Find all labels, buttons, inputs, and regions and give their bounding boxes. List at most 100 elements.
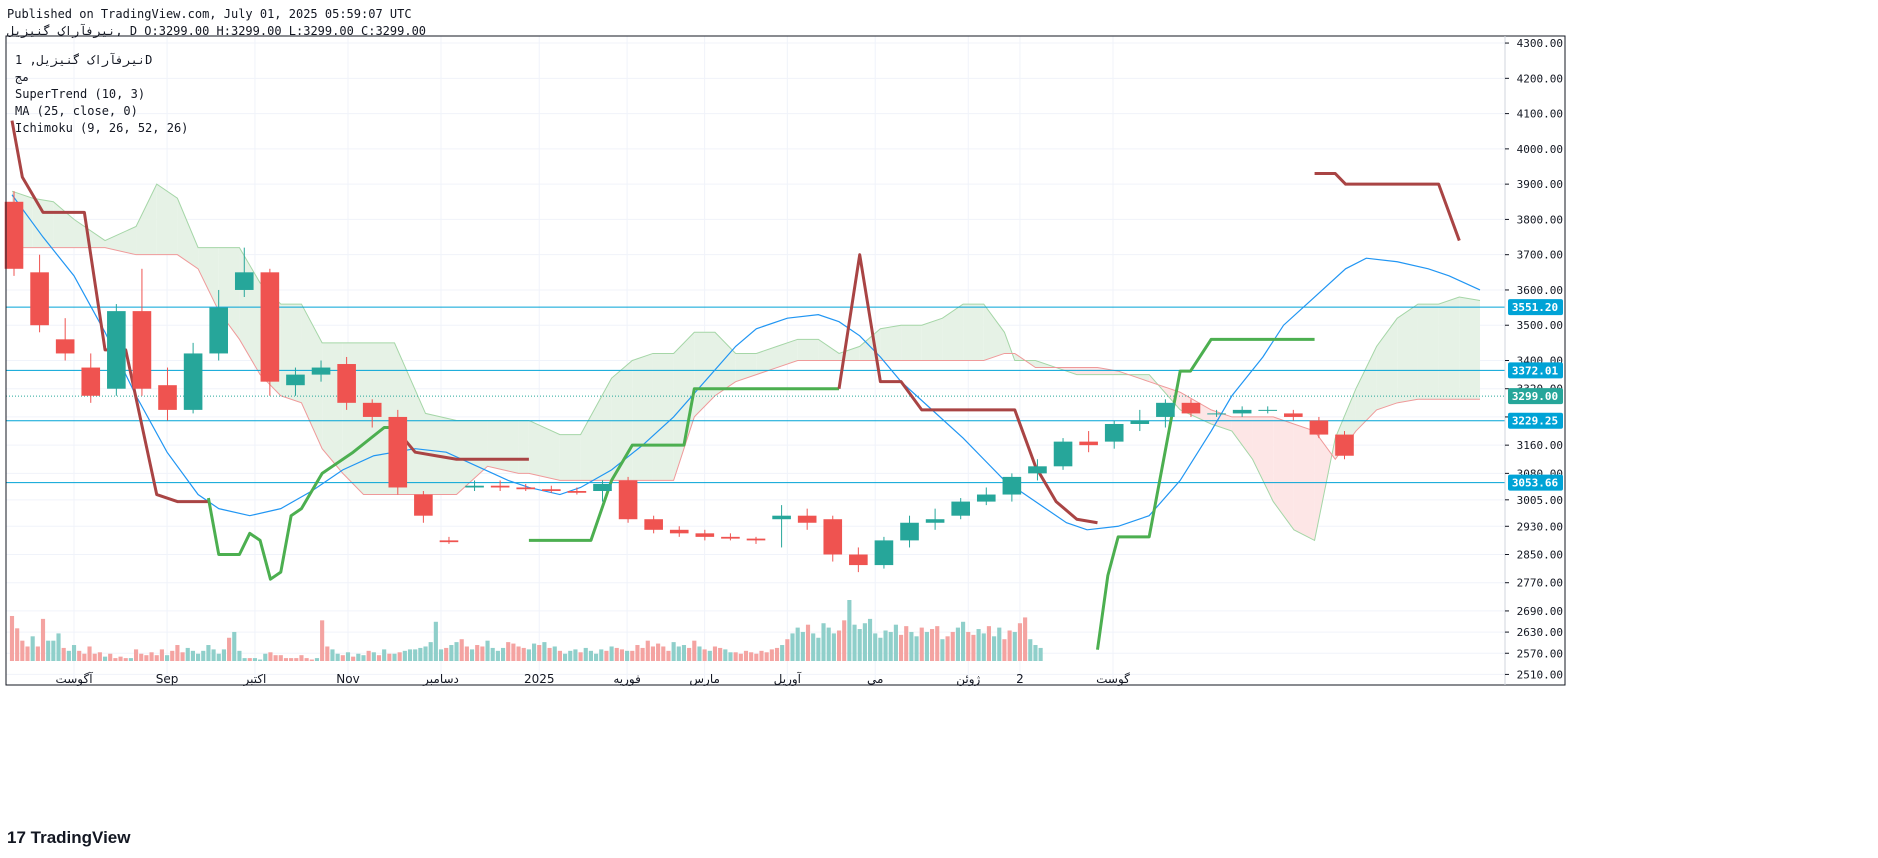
cloud-segment xyxy=(756,346,778,375)
volume-bar xyxy=(521,647,526,661)
volume-bar xyxy=(299,655,304,661)
candle-body xyxy=(490,485,510,488)
candle-body xyxy=(465,485,484,488)
volume-bar xyxy=(583,647,588,661)
volume-bar xyxy=(1038,647,1043,661)
volume-bar xyxy=(681,645,687,661)
y-tick-label: 3600.00 xyxy=(1517,284,1563,297)
candle-body xyxy=(1335,434,1354,456)
candle-body xyxy=(746,538,766,541)
x-tick-label: می xyxy=(867,672,883,686)
cloud-segment xyxy=(694,332,715,417)
tradingview-logo[interactable]: 17 TradingView xyxy=(7,828,130,848)
cloud-segment xyxy=(777,339,798,368)
volume-bar xyxy=(56,633,61,661)
volume-bar xyxy=(165,655,170,661)
horizontal-price-lines[interactable] xyxy=(6,306,1505,484)
cloud-segment xyxy=(839,346,860,361)
time-axis[interactable]: آگوست Sep اکتبر Nov دسامبر 2025 فوریه مارس آوریل… xyxy=(55,671,1130,687)
volume-bar xyxy=(625,650,630,661)
volume-bar xyxy=(92,653,97,661)
volume-bar xyxy=(170,650,175,661)
supertrend-segment xyxy=(393,426,529,461)
price-badge xyxy=(1508,474,1563,491)
volume-bar xyxy=(227,637,232,661)
volume-bar xyxy=(630,650,635,661)
volume-bar xyxy=(1012,631,1017,661)
cloud-segment xyxy=(1097,367,1119,375)
y-tick-label: 3005.00 xyxy=(1517,494,1563,507)
y-tick-label: 2630.00 xyxy=(1517,626,1563,639)
x-tick-label: گوست xyxy=(1096,672,1130,687)
y-tick-label: 3500.00 xyxy=(1517,319,1563,332)
x-tick-label: ژوئن xyxy=(956,672,980,687)
volume-bar xyxy=(30,636,35,661)
cloud-segment xyxy=(580,378,612,481)
candle-body xyxy=(618,480,638,520)
y-tick-label: 3160.00 xyxy=(1517,439,1563,452)
volume-bar xyxy=(273,655,278,661)
chart-border xyxy=(5,35,1566,686)
volume-bar xyxy=(718,647,723,661)
candle-body xyxy=(1002,476,1022,495)
volume-bar xyxy=(382,649,387,661)
grid-lines xyxy=(6,36,1505,685)
volume-bar xyxy=(356,653,361,661)
cloud-segment xyxy=(632,353,653,481)
cloud-segment xyxy=(1273,416,1294,530)
candle-body xyxy=(158,385,177,410)
volume-bar xyxy=(221,649,226,661)
candle-body xyxy=(1284,413,1303,417)
volume-bar xyxy=(966,631,971,661)
volume-bar xyxy=(216,653,221,661)
volume-bar xyxy=(211,649,216,661)
volume-bar xyxy=(568,650,573,661)
volume-bar xyxy=(883,630,888,661)
price-axis[interactable]: 4300.00 4200.00 4100.00 4000.00 3900.00 3800.… xyxy=(1505,37,1563,681)
legend-ichimoku[interactable]: Ichimoku (9, 26, 52, 26) xyxy=(15,121,189,135)
legend-supertrend[interactable]: SuperTrend (10, 3) xyxy=(15,87,146,101)
volume-bar xyxy=(320,620,325,661)
senkou-span-b xyxy=(12,247,1480,496)
price-badge xyxy=(1508,412,1563,429)
volume-bars xyxy=(9,600,1043,661)
volume-bar xyxy=(433,621,438,661)
volume-bar xyxy=(904,626,909,661)
volume-bar xyxy=(661,646,666,661)
volume-bar xyxy=(61,647,66,661)
senkou-span-a xyxy=(11,183,1481,542)
volume-bar xyxy=(831,633,836,661)
volume-bar xyxy=(283,658,289,661)
volume-bar xyxy=(656,643,661,661)
volume-bar xyxy=(811,633,816,661)
volume-bar xyxy=(619,649,625,661)
ohlc-readout: نیرفآراک گنیزیل, D O:3299.00 H:3299.00 L… xyxy=(7,24,427,38)
candle-body xyxy=(772,515,791,520)
y-tick-label: 2510.00 xyxy=(1517,668,1563,681)
y-tick-label: 3800.00 xyxy=(1517,213,1563,226)
volume-bar xyxy=(573,649,578,661)
cloud-segment xyxy=(901,325,922,361)
candle-body xyxy=(55,339,75,354)
exchange-label: مج xyxy=(15,70,30,84)
volume-bar xyxy=(888,631,893,661)
volume-bar xyxy=(242,658,247,661)
candle-body xyxy=(183,353,203,410)
volume-bar xyxy=(780,645,785,661)
volume-bar xyxy=(1033,645,1038,661)
volume-bar xyxy=(594,653,599,661)
candle-body xyxy=(797,515,817,523)
volume-bar xyxy=(919,627,924,661)
volume-bar xyxy=(821,623,826,661)
volume-bar xyxy=(490,647,495,661)
price-badge-label: 3372.01 xyxy=(1512,364,1559,377)
y-tick-label: 2850.00 xyxy=(1517,548,1563,561)
legend-ma[interactable]: MA (25, close, 0) xyxy=(15,104,138,118)
volume-bar xyxy=(878,637,883,661)
volume-bar xyxy=(930,629,935,661)
volume-bar xyxy=(506,642,511,661)
symbol-title[interactable]: نیرفآراک گنیزیل, 1D xyxy=(15,53,153,67)
cloud-segment xyxy=(1438,297,1460,400)
volume-bar xyxy=(449,645,454,661)
